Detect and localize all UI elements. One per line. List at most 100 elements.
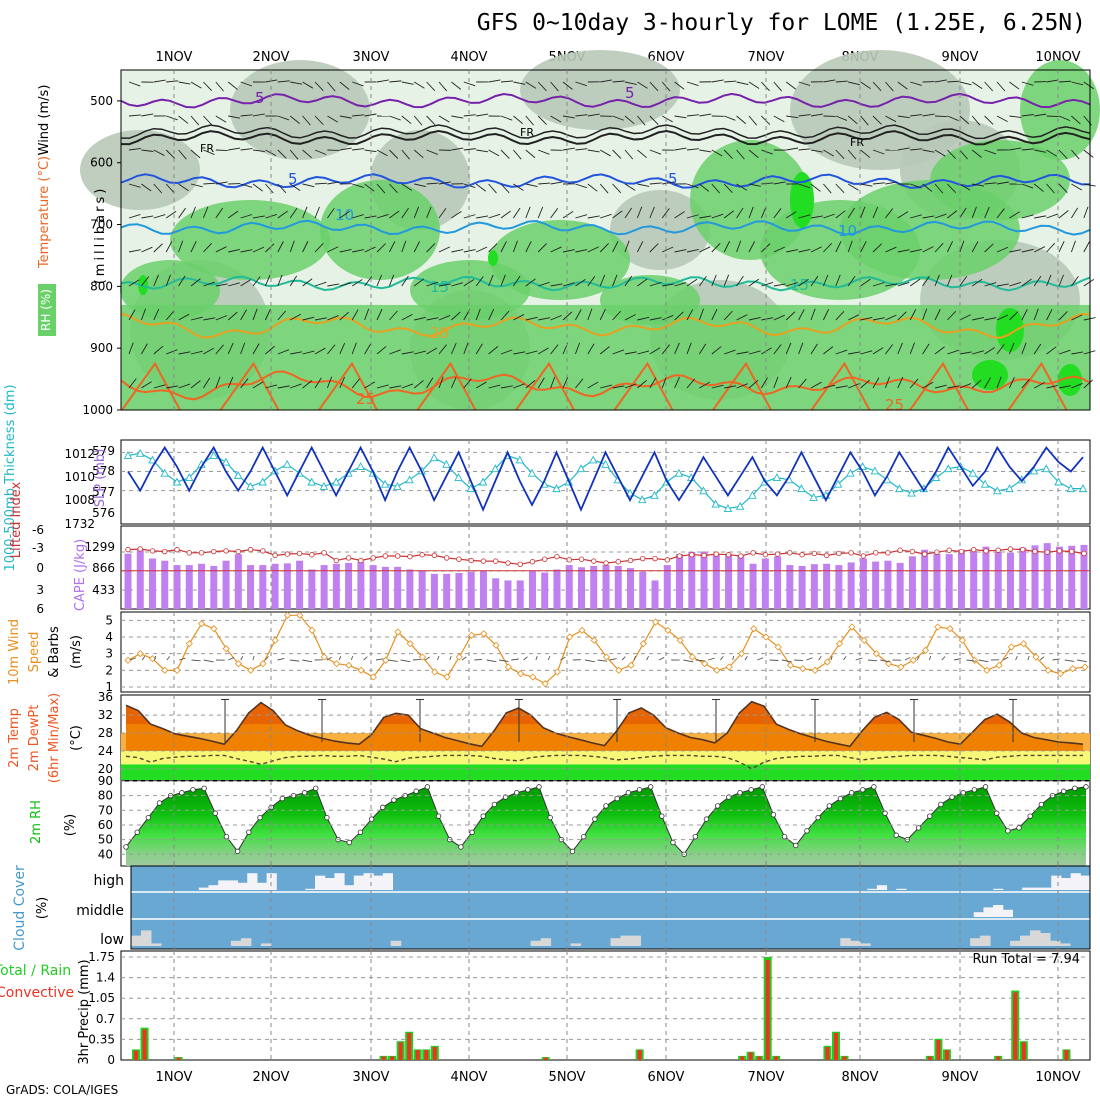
surface-wind-barb <box>830 655 833 661</box>
wind-barb <box>513 115 523 124</box>
cloud-high-bar <box>1022 887 1033 890</box>
wind-barb <box>178 207 186 219</box>
wind-barb <box>872 282 885 287</box>
wind-barb <box>984 182 997 185</box>
wind10m-tick: 3 <box>105 647 113 661</box>
rh2m-point <box>435 813 442 819</box>
wind-barb <box>178 81 191 85</box>
li-point <box>603 560 609 566</box>
cloud-low-bar <box>1030 930 1041 946</box>
li-point <box>713 551 720 557</box>
cape-bar <box>443 573 451 609</box>
wind-barb <box>1071 183 1082 191</box>
pressure-tick: 800 <box>90 279 113 293</box>
wind-barb <box>872 115 882 125</box>
wind-barb <box>810 183 821 192</box>
surface-wind-barb <box>388 659 398 662</box>
wind-barb <box>166 115 178 121</box>
wind-barb <box>401 149 410 160</box>
wind-barb <box>674 342 680 355</box>
wind-barb <box>265 345 275 355</box>
wind-barb <box>674 211 685 219</box>
wind-barb <box>971 115 981 126</box>
cape-bar <box>418 570 426 609</box>
wind-barb <box>686 278 698 287</box>
thickness-point <box>221 457 231 466</box>
li-point <box>137 546 143 552</box>
wind-barb <box>314 115 324 125</box>
wind-barb <box>575 309 582 321</box>
rh2m-tick: 80 <box>98 789 113 803</box>
wind-barb <box>686 309 694 321</box>
wind-barb <box>538 281 550 287</box>
wind-barb <box>289 207 298 219</box>
li-point <box>211 548 217 555</box>
li-point <box>125 546 131 553</box>
wind-barb <box>922 215 935 219</box>
surface-wind-barb <box>585 659 595 663</box>
isotherm-25-spike <box>613 361 674 411</box>
wind-barb <box>599 308 606 321</box>
wind-barb <box>798 214 811 219</box>
precip-conv-bar <box>927 1056 932 1060</box>
rh2m-point <box>424 784 431 790</box>
precip-conv-bar <box>407 1032 412 1060</box>
cape-bar <box>602 565 610 609</box>
wind-barb <box>649 317 662 321</box>
wind-barb <box>525 206 531 219</box>
thickness-point <box>1066 484 1076 493</box>
wind-barb <box>686 378 696 389</box>
wind-barb <box>128 249 141 253</box>
thickness-point <box>1029 466 1039 475</box>
cape-bar <box>859 558 867 609</box>
wind-barb <box>314 281 327 287</box>
cloud-low-bar <box>610 938 621 946</box>
li-point <box>468 557 474 564</box>
wind10m-point <box>971 656 979 664</box>
precip-tick: 1.05 <box>88 991 115 1005</box>
surface-wind-barb <box>437 655 440 661</box>
wind-barb <box>971 241 979 253</box>
wind-barb <box>996 314 1009 321</box>
wind-barb <box>699 215 712 219</box>
wind-barb <box>835 349 848 355</box>
wind-barb <box>401 81 414 85</box>
wind-barb <box>860 81 871 89</box>
li-point <box>811 550 818 557</box>
wind-barb <box>848 81 860 86</box>
thickness-point <box>148 455 157 464</box>
cape-bar <box>957 549 965 609</box>
wind-barb <box>438 246 451 253</box>
li-point <box>149 548 156 554</box>
cloud-unit-label: (%) <box>35 897 50 920</box>
li-point <box>1032 548 1038 555</box>
rh-legend-swatch <box>38 284 56 336</box>
wind-barb <box>413 241 420 253</box>
rh2m-point <box>614 795 620 802</box>
wind-barb <box>661 344 670 355</box>
rh2m-point <box>659 813 665 819</box>
wind-barb <box>1083 206 1089 219</box>
wind-barb <box>599 149 611 157</box>
wind-barb <box>450 342 457 355</box>
wind-barb <box>1058 210 1069 219</box>
wind-barb <box>488 79 501 83</box>
wind-barb <box>463 148 476 151</box>
wind-barb <box>277 385 290 389</box>
wind-barb <box>426 347 438 355</box>
wind-barb <box>773 208 782 219</box>
wind-barb <box>314 377 322 389</box>
wind-barb <box>587 113 600 117</box>
wind-barb <box>326 376 333 389</box>
wind-barb <box>637 350 650 355</box>
thickness-point <box>380 479 390 488</box>
wind-barb <box>847 275 856 287</box>
cape-bar <box>786 565 794 609</box>
rh2m-point <box>960 790 966 796</box>
cape-bar <box>455 572 463 609</box>
wind10m-point <box>345 661 353 669</box>
cape-bar <box>185 565 193 609</box>
wind-barb <box>1046 115 1059 118</box>
rh2m-point <box>703 816 710 822</box>
precip-conv-bar <box>398 1042 403 1060</box>
